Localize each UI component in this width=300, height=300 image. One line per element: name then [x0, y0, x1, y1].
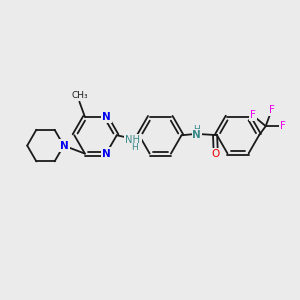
Text: N: N — [102, 148, 110, 159]
Text: F: F — [280, 121, 286, 131]
Text: N: N — [60, 141, 69, 151]
Text: N: N — [192, 130, 201, 140]
Text: H: H — [131, 143, 138, 152]
Text: H: H — [194, 124, 200, 134]
Text: NH: NH — [125, 135, 140, 145]
Text: CH₃: CH₃ — [71, 91, 88, 100]
Text: F: F — [250, 110, 256, 120]
Text: F: F — [268, 105, 274, 115]
Text: O: O — [212, 149, 220, 159]
Text: N: N — [102, 112, 110, 122]
